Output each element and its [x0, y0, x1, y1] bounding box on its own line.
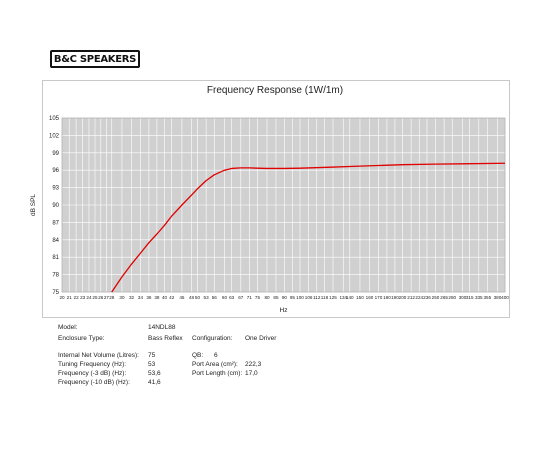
x-tick-label: 24	[86, 295, 92, 300]
y-tick-label: 93	[52, 186, 59, 192]
x-tick-label: 38	[154, 295, 160, 300]
model-value: 14NDL88	[148, 324, 176, 331]
x-tick-label: 125	[329, 295, 337, 300]
x-tick-label: 85	[273, 295, 279, 300]
qb-label: QB:	[192, 352, 204, 359]
x-tick-label: 20	[59, 295, 65, 300]
f10-label: Frequency (-10 dB) (Hz):	[58, 379, 130, 386]
x-tick-label: 21	[67, 295, 73, 300]
y-tick-label: 90	[52, 203, 59, 209]
x-tick-label: 25	[92, 295, 98, 300]
x-tick-label: 42	[169, 295, 175, 300]
x-tick-label: 190	[391, 295, 399, 300]
x-tick-label: 23	[80, 295, 86, 300]
qb-value: 6	[214, 352, 218, 359]
enclosure-label: Enclosure Type:	[58, 335, 105, 342]
x-tick-label: 280	[448, 295, 456, 300]
y-axis-label: dB SPL	[30, 194, 37, 216]
x-tick-label: 300	[459, 295, 467, 300]
x-tick-label: 200	[399, 295, 407, 300]
tuning-value: 53	[148, 361, 156, 368]
x-tick-label: 80	[264, 295, 270, 300]
volume-label: Internal Net Volume (Litres):	[58, 352, 139, 359]
tuning-label: Tuning Frequency (Hz):	[58, 361, 127, 368]
x-tick-label: 67	[238, 295, 244, 300]
x-tick-label: 95	[290, 295, 296, 300]
x-tick-label: 170	[375, 295, 383, 300]
model-label: Model:	[58, 324, 78, 331]
x-tick-label: 48	[189, 295, 195, 300]
x-tick-label: 63	[229, 295, 235, 300]
configuration-label: Configuration:	[192, 335, 233, 342]
x-tick-label: 140	[346, 295, 354, 300]
x-tick-label: 90	[282, 295, 288, 300]
x-tick-label: 71	[247, 295, 253, 300]
y-tick-label: 96	[52, 168, 59, 174]
y-tick-label: 78	[52, 273, 59, 279]
plot-border	[61, 117, 506, 293]
x-tick-label: 75	[255, 295, 261, 300]
port-length-value: 17,0	[245, 370, 258, 377]
x-tick-label: 380	[494, 295, 502, 300]
x-tick-label: 26	[98, 295, 104, 300]
x-tick-label: 40	[162, 295, 168, 300]
x-tick-label: 50	[195, 295, 201, 300]
x-tick-label: 315	[466, 295, 474, 300]
f3-label: Frequency (-3 dB) (Hz):	[58, 370, 127, 377]
y-tick-label: 105	[49, 116, 60, 122]
x-tick-label: 335	[475, 295, 483, 300]
x-tick-label: 112	[313, 295, 321, 300]
response-curve	[111, 162, 506, 293]
y-tick-label: 102	[49, 133, 60, 139]
x-tick-label: 180	[383, 295, 391, 300]
volume-value: 75	[148, 352, 156, 359]
x-tick-label: 53	[204, 295, 210, 300]
y-tick-label: 84	[52, 238, 59, 244]
f10-value: 41,6	[148, 379, 161, 386]
specs-table: Model: 14NDL88 Enclosure Type: Bass Refl…	[58, 324, 478, 394]
port-length-label: Port Length (cm):	[192, 370, 243, 377]
y-tick-label: 81	[52, 255, 59, 261]
brand-logo-text: B&C SPEAKERS	[50, 50, 140, 68]
x-tick-label: 28	[109, 295, 115, 300]
x-tick-label: 236	[423, 295, 431, 300]
port-area-label: Port Area (cm²):	[192, 361, 238, 368]
x-tick-label: 355	[484, 295, 492, 300]
x-tick-label: 224	[415, 295, 423, 300]
chart-title: Frequency Response (1W/1m)	[206, 85, 344, 96]
brand-logo: B&C SPEAKERS	[50, 50, 140, 68]
x-tick-label: 34	[138, 295, 144, 300]
x-tick-label: 30	[119, 295, 125, 300]
x-tick-label: 27	[104, 295, 110, 300]
x-tick-label: 212	[407, 295, 415, 300]
x-tick-label: 118	[321, 295, 329, 300]
f3-value: 53,6	[148, 370, 161, 377]
x-tick-label: 60	[222, 295, 228, 300]
port-area-value: 222,3	[245, 361, 262, 368]
x-tick-label: 134	[339, 295, 347, 300]
x-tick-label: 150	[356, 295, 364, 300]
x-tick-label: 22	[74, 295, 80, 300]
x-tick-label: 106	[305, 295, 313, 300]
x-tick-label: 32	[129, 295, 135, 300]
x-tick-label: 250	[432, 295, 440, 300]
y-tick-label: 75	[52, 290, 59, 296]
x-tick-label: 160	[366, 295, 374, 300]
x-tick-label: 400	[501, 295, 509, 300]
enclosure-value: Bass Reflex	[148, 335, 183, 342]
x-axis-label: Hz	[280, 307, 288, 314]
y-tick-label: 87	[52, 220, 59, 226]
x-tick-label: 56	[212, 295, 218, 300]
configuration-value: One Driver	[245, 335, 277, 342]
x-tick-label: 45	[179, 295, 185, 300]
x-tick-label: 36	[146, 295, 152, 300]
x-tick-label: 265	[440, 295, 448, 300]
y-tick-label: 99	[52, 151, 59, 157]
x-tick-label: 100	[296, 295, 304, 300]
